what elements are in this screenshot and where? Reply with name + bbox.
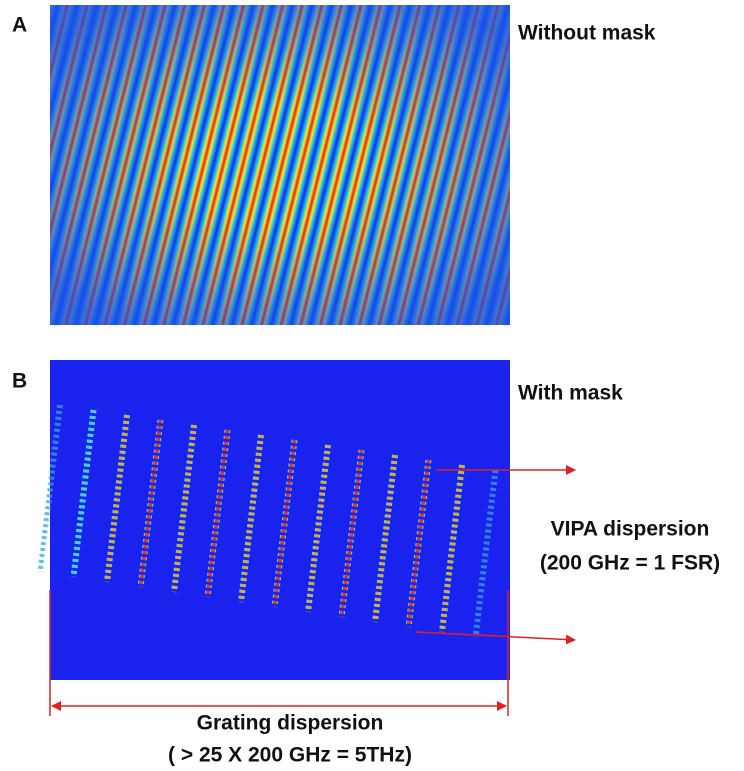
panel-label: A bbox=[12, 14, 27, 37]
annotation: Grating dispersion bbox=[197, 712, 384, 735]
annotation: VIPA dispersion bbox=[551, 518, 710, 541]
interference-fringes bbox=[50, 5, 510, 325]
annotation: ( > 25 X 200 GHz = 5THz) bbox=[168, 744, 412, 767]
annotation: (200 GHz = 1 FSR) bbox=[540, 552, 720, 575]
figure: A Without mask B With mask VIPA dispersi… bbox=[0, 0, 744, 771]
panel-caption: With mask bbox=[518, 382, 623, 405]
panel-caption: Without mask bbox=[518, 22, 656, 45]
panel-b-background bbox=[50, 360, 510, 680]
panel-label: B bbox=[12, 370, 27, 393]
